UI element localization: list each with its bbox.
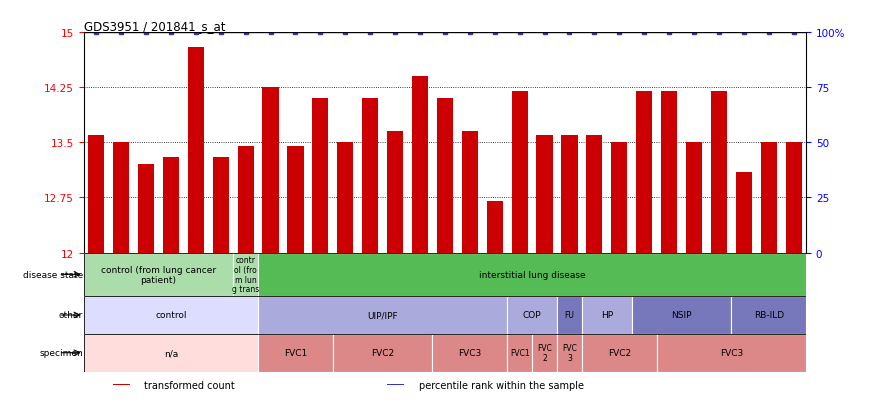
Text: NSIP: NSIP — [671, 311, 692, 320]
Bar — [582, 334, 656, 372]
Bar — [507, 297, 557, 334]
Bar — [387, 384, 404, 385]
Bar — [113, 143, 130, 253]
Text: control: control — [155, 311, 187, 320]
Text: FU: FU — [565, 311, 574, 320]
Bar — [532, 334, 557, 372]
Text: disease state: disease state — [23, 270, 83, 279]
Bar — [263, 88, 278, 253]
Bar — [661, 92, 677, 253]
Bar — [537, 136, 552, 253]
Text: transformed count: transformed count — [144, 380, 235, 390]
Bar — [636, 92, 652, 253]
Bar — [786, 143, 802, 253]
Bar — [337, 143, 353, 253]
Bar — [163, 158, 179, 253]
Bar — [437, 99, 453, 253]
Text: HP: HP — [601, 311, 613, 320]
Text: FVC
3: FVC 3 — [562, 344, 577, 362]
Bar — [586, 136, 603, 253]
Bar — [611, 143, 627, 253]
Bar — [462, 132, 478, 253]
Text: FVC3: FVC3 — [720, 349, 743, 357]
Bar — [512, 92, 528, 253]
Text: FVC2: FVC2 — [371, 349, 394, 357]
Text: FVC3: FVC3 — [458, 349, 481, 357]
Bar — [84, 253, 233, 297]
Bar — [138, 165, 154, 253]
Bar — [113, 384, 130, 385]
Bar — [362, 99, 378, 253]
Bar — [632, 297, 731, 334]
Text: RB-ILD: RB-ILD — [753, 311, 784, 320]
Text: percentile rank within the sample: percentile rank within the sample — [418, 380, 584, 390]
Bar — [287, 147, 304, 253]
Bar — [258, 297, 507, 334]
Text: FVC1: FVC1 — [510, 349, 529, 357]
Bar — [686, 143, 702, 253]
Bar — [258, 253, 806, 297]
Bar — [656, 334, 806, 372]
Bar — [212, 158, 229, 253]
Bar — [557, 297, 582, 334]
Text: other: other — [59, 311, 83, 320]
Bar — [433, 334, 507, 372]
Text: GDS3951 / 201841_s_at: GDS3951 / 201841_s_at — [84, 20, 226, 33]
Bar — [84, 297, 258, 334]
Bar — [258, 334, 333, 372]
Bar — [557, 334, 582, 372]
Bar — [88, 136, 104, 253]
Text: FVC1: FVC1 — [284, 349, 307, 357]
Text: UIP/IPF: UIP/IPF — [367, 311, 398, 320]
Text: n/a: n/a — [164, 349, 178, 357]
Bar — [507, 334, 532, 372]
Bar — [238, 147, 254, 253]
Bar — [582, 297, 632, 334]
Text: specimen: specimen — [40, 349, 83, 357]
Text: control (from lung cancer
patient): control (from lung cancer patient) — [100, 266, 216, 284]
Bar — [188, 48, 204, 253]
Bar — [486, 202, 503, 253]
Bar — [412, 77, 428, 253]
Bar — [760, 143, 777, 253]
Text: contr
ol (fro
m lun
g trans: contr ol (fro m lun g trans — [232, 256, 259, 294]
Bar — [312, 99, 329, 253]
Bar — [233, 253, 258, 297]
Bar — [387, 132, 403, 253]
Text: FVC2: FVC2 — [608, 349, 631, 357]
Text: COP: COP — [522, 311, 542, 320]
Bar — [84, 334, 258, 372]
Bar — [561, 136, 578, 253]
Bar — [736, 172, 751, 253]
Text: interstitial lung disease: interstitial lung disease — [478, 270, 585, 279]
Bar — [333, 334, 433, 372]
Bar — [731, 297, 806, 334]
Bar — [711, 92, 727, 253]
Text: FVC
2: FVC 2 — [537, 344, 552, 362]
